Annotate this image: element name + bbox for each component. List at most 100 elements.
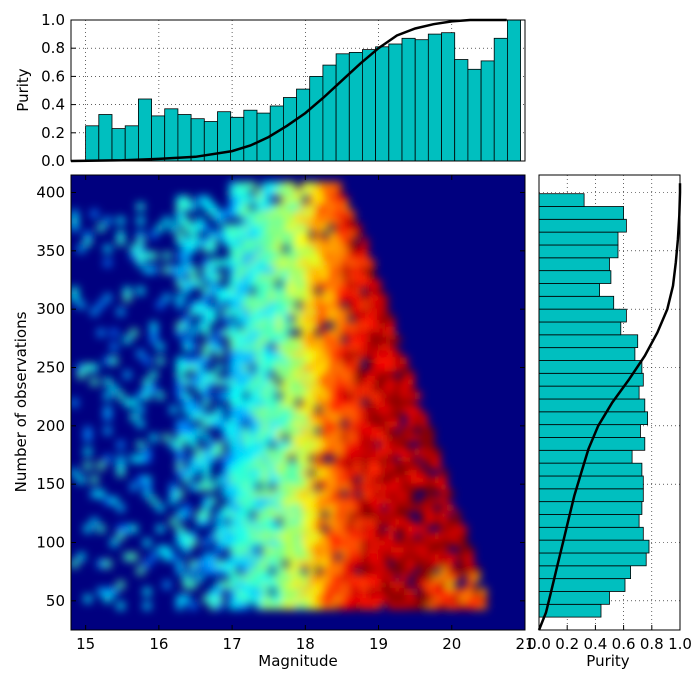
- heatmap-cell: [334, 574, 342, 582]
- heatmap-cell: [255, 189, 263, 197]
- heatmap-cell: [301, 399, 309, 407]
- heatmap-cell: [189, 462, 197, 470]
- heatmap-cell: [387, 546, 395, 554]
- heatmap-cell: [361, 322, 369, 330]
- heatmap-cell: [354, 420, 362, 428]
- heatmap-cell: [84, 231, 92, 239]
- heatmap-cell: [334, 357, 342, 365]
- heatmap-cell: [281, 266, 290, 274]
- heatmap-x-label: Magnitude: [258, 652, 337, 670]
- heatmap-cell: [367, 455, 375, 463]
- top-histogram-panel: 0.00.20.40.60.81.0 Purity: [14, 11, 526, 170]
- heatmap-cell: [235, 266, 243, 274]
- heatmap-cell: [433, 448, 441, 456]
- heatmap-cell: [189, 203, 197, 211]
- heatmap-cell: [130, 483, 138, 491]
- heatmap-cell: [380, 455, 388, 463]
- heatmap-cell: [229, 560, 237, 568]
- heatmap-cell: [347, 399, 355, 407]
- heatmap-cell: [367, 497, 375, 505]
- heatmap-cell: [314, 322, 322, 330]
- heatmap-cell: [150, 329, 158, 337]
- heatmap-cell: [301, 231, 309, 239]
- heatmap-cell: [321, 287, 329, 295]
- heatmap-cell: [248, 462, 257, 470]
- heatmap-cell: [202, 462, 210, 470]
- heatmap-cell: [328, 399, 336, 407]
- heatmap-cell: [176, 511, 184, 519]
- heatmap-cell: [268, 476, 276, 484]
- heatmap-cell: [301, 392, 309, 400]
- heatmap-cell: [446, 518, 454, 526]
- heatmap-cell: [407, 497, 415, 505]
- heatmap-cell: [136, 476, 145, 484]
- heatmap-cell: [407, 504, 415, 512]
- heatmap-cell: [255, 399, 263, 407]
- top-histogram-bars: [85, 19, 521, 162]
- heatmap-cell: [262, 560, 270, 568]
- heatmap-cell: [183, 574, 191, 582]
- heatmap-cell: [235, 413, 243, 421]
- heatmap-cell: [301, 532, 309, 540]
- heatmap-cell: [341, 385, 349, 393]
- heatmap-cell: [235, 476, 243, 484]
- heatmap-cell: [361, 434, 369, 442]
- heatmap-cell: [97, 224, 105, 232]
- heatmap-cell: [150, 385, 158, 393]
- heatmap-cell: [189, 329, 197, 337]
- heatmap-cell: [235, 308, 243, 316]
- heatmap-cell: [222, 483, 230, 491]
- heatmap-cell: [189, 343, 197, 351]
- heatmap-cell: [156, 546, 164, 554]
- heatmap-cell: [295, 420, 303, 428]
- heatmap-cell: [387, 525, 395, 533]
- heatmap-cell: [156, 504, 164, 512]
- heatmap-cell: [301, 371, 309, 379]
- heatmap-cell: [413, 420, 421, 428]
- heatmap-cell: [84, 448, 92, 456]
- heatmap-cell: [248, 553, 257, 561]
- heatmap-cell: [235, 399, 243, 407]
- heatmap-cell: [235, 392, 243, 400]
- heatmap-cell: [196, 462, 204, 470]
- heatmap-cell: [407, 560, 415, 568]
- heatmap-cell: [354, 231, 362, 239]
- heatmap-cell: [242, 497, 250, 505]
- heatmap-cell: [459, 532, 467, 540]
- heatmap-cell: [334, 308, 342, 316]
- heatmap-cell: [367, 427, 375, 435]
- heatmap-cell: [328, 231, 336, 239]
- heatmap-cell: [281, 322, 290, 330]
- heatmap-cell: [281, 203, 290, 211]
- heatmap-cell: [301, 301, 309, 309]
- heatmap-cell: [202, 413, 210, 421]
- heatmap-cell: [413, 602, 421, 610]
- heatmap-cell: [255, 567, 263, 575]
- heatmap-cell: [183, 217, 191, 225]
- heatmap-cell: [361, 301, 369, 309]
- heatmap-cell: [196, 413, 204, 421]
- heatmap-cell: [354, 343, 362, 351]
- heatmap-cell: [288, 210, 296, 218]
- heatmap-cell: [400, 476, 408, 484]
- heatmap-cell: [202, 385, 210, 393]
- heatmap-cell: [262, 588, 270, 596]
- heatmap-cell: [314, 581, 322, 589]
- heatmap-cell: [387, 322, 395, 330]
- heatmap-cell: [216, 448, 224, 456]
- heatmap-cell: [183, 203, 191, 211]
- heatmap-cell: [176, 539, 184, 547]
- top-histogram-bar: [388, 43, 403, 162]
- heatmap-cell: [308, 287, 316, 295]
- heatmap-cell: [301, 364, 309, 372]
- heatmap-cell: [328, 378, 336, 386]
- heatmap-cell: [202, 350, 210, 358]
- heatmap-cell: [328, 476, 336, 484]
- heatmap-cell: [374, 476, 382, 484]
- heatmap-cell: [248, 273, 257, 281]
- heatmap-cell: [176, 462, 184, 470]
- heatmap-cell: [229, 224, 237, 232]
- heatmap-cell: [143, 490, 151, 498]
- heatmap-cell: [255, 420, 263, 428]
- heatmap-cell: [209, 378, 217, 386]
